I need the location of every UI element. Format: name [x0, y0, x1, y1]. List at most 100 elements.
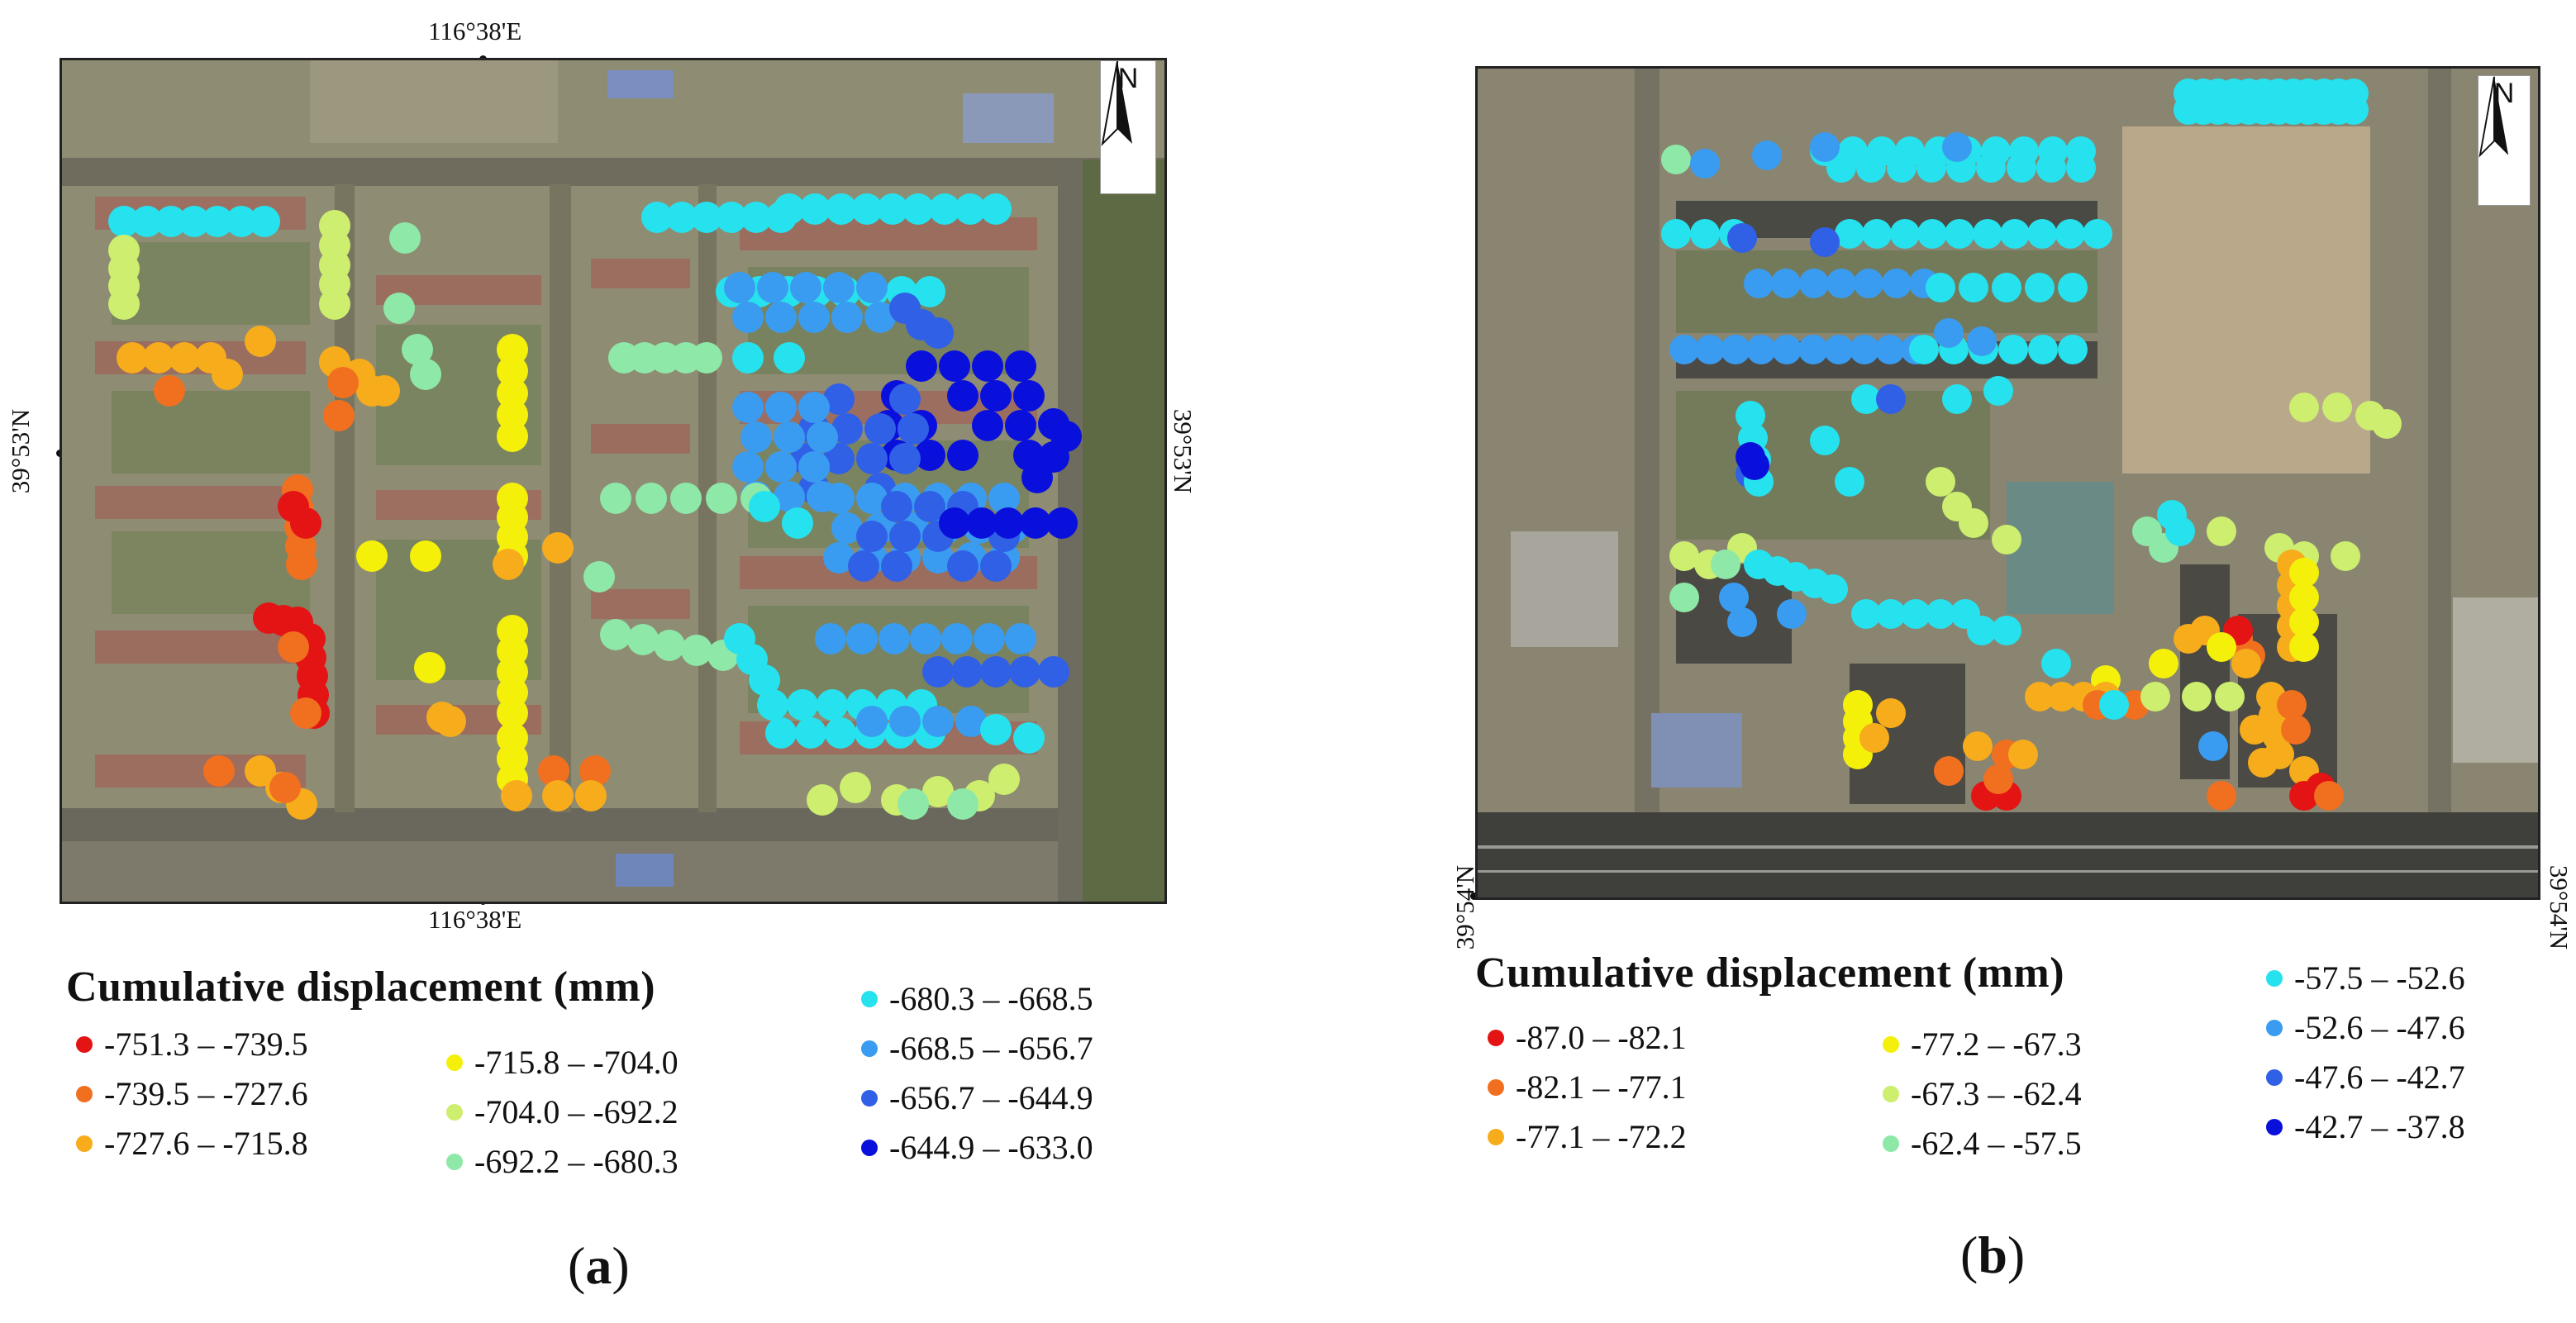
displacement-point: [691, 342, 722, 374]
displacement-point: [1901, 599, 1931, 629]
displacement-point: [202, 206, 233, 237]
legend-swatch: [1488, 1078, 1504, 1096]
displacement-point: [1020, 507, 1051, 539]
displacement-point: [627, 624, 659, 655]
displacement-point: [795, 717, 826, 749]
legend-swatch: [861, 1139, 878, 1156]
displacement-point: [1669, 335, 1699, 364]
displacement-point: [1771, 269, 1801, 298]
displacement-point: [2025, 273, 2055, 302]
displacement-point: [575, 780, 607, 811]
displacement-point: [826, 193, 857, 225]
displacement-point: [856, 483, 888, 514]
legend-item: -42.7 – -37.8: [2266, 1107, 2465, 1146]
displacement-point: [1744, 269, 1774, 298]
displacement-point: [831, 413, 863, 445]
displacement-point: [817, 689, 848, 721]
displacement-point: [765, 451, 797, 483]
displacement-point: [1777, 599, 1807, 629]
displacement-point: [1818, 574, 1848, 604]
displacement-point: [980, 193, 1012, 225]
displacement-point: [1772, 335, 1802, 364]
displacement-point: [1661, 145, 1691, 174]
legend-swatch: [446, 1054, 463, 1071]
displacement-point: [902, 193, 934, 225]
displacement-point: [1850, 335, 1879, 364]
displacement-point: [154, 375, 185, 407]
displacement-point: [823, 383, 855, 415]
displacement-point: [497, 334, 528, 365]
displacement-point: [2000, 219, 2030, 249]
displacement-point: [823, 542, 855, 573]
displacement-point: [493, 549, 524, 580]
displacement-point: [1959, 508, 1988, 538]
imagery-block: [310, 60, 558, 143]
coord-tick-left-b: [1470, 892, 1478, 900]
displacement-point: [889, 383, 921, 415]
displacement-point: [2149, 649, 2178, 678]
map-a-svg: [62, 60, 1164, 902]
displacement-point: [1005, 350, 1036, 382]
displacement-point: [1005, 623, 1036, 654]
legend-swatch: [446, 1103, 463, 1121]
displacement-point: [749, 491, 780, 522]
displacement-point: [1799, 269, 1829, 298]
displacement-point: [108, 206, 140, 237]
displacement-point: [179, 206, 210, 237]
displacement-point: [2289, 607, 2319, 637]
imagery-road: [62, 841, 1164, 902]
displacement-point: [765, 302, 797, 333]
displacement-point: [583, 561, 615, 592]
displacement-point: [898, 788, 929, 820]
legend-label: -77.2 – -67.3: [1911, 1026, 2082, 1063]
north-arrow-b: N: [2478, 75, 2531, 206]
displacement-point: [877, 193, 908, 225]
panel-label-b: b: [1978, 1225, 2007, 1284]
displacement-point: [831, 302, 863, 333]
legend-swatch: [76, 1035, 93, 1053]
displacement-point: [327, 367, 359, 398]
imagery-vegetation: [112, 242, 310, 325]
displacement-point: [2281, 715, 2311, 745]
displacement-point: [2066, 153, 2096, 183]
displacement-point: [732, 302, 764, 333]
displacement-point: [1917, 219, 1947, 249]
displacement-point: [1005, 410, 1036, 441]
legend-swatch: [446, 1153, 463, 1170]
imagery-building: [591, 589, 690, 619]
coord-left-a: 39°53'N: [6, 408, 35, 494]
displacement-point: [851, 193, 883, 225]
displacement-point: [1926, 273, 1955, 302]
legend-item: -47.6 – -42.7: [2266, 1058, 2465, 1097]
displacement-point: [1882, 269, 1912, 298]
north-arrow-icon: [1101, 61, 1132, 146]
displacement-point: [1740, 450, 1769, 480]
displacement-point: [972, 410, 1003, 441]
displacement-point: [1942, 132, 1972, 162]
displacement-point: [600, 483, 631, 514]
displacement-point: [757, 272, 788, 303]
displacement-point: [1851, 599, 1881, 629]
legend-label: -668.5 – -656.7: [889, 1030, 1093, 1067]
displacement-point: [2027, 219, 2057, 249]
displacement-point: [2248, 748, 2278, 778]
legend-item: -668.5 – -656.7: [861, 1029, 1093, 1068]
displacement-point: [732, 342, 764, 374]
displacement-point: [1810, 132, 1840, 162]
displacement-point: [955, 193, 986, 225]
displacement-point: [389, 222, 421, 254]
displacement-point: [1890, 219, 1920, 249]
displacement-point: [749, 664, 780, 696]
displacement-point: [966, 507, 998, 539]
displacement-point: [1013, 722, 1045, 754]
displacement-point: [203, 755, 235, 787]
displacement-point: [856, 443, 888, 474]
displacement-point: [497, 697, 528, 729]
legend-label: -692.2 – -680.3: [474, 1143, 679, 1180]
displacement-point: [740, 202, 772, 233]
displacement-point: [117, 342, 148, 374]
imagery-building: [591, 424, 690, 454]
displacement-point: [2140, 682, 2170, 711]
displacement-point: [2182, 682, 2212, 711]
displacement-point: [922, 706, 954, 737]
